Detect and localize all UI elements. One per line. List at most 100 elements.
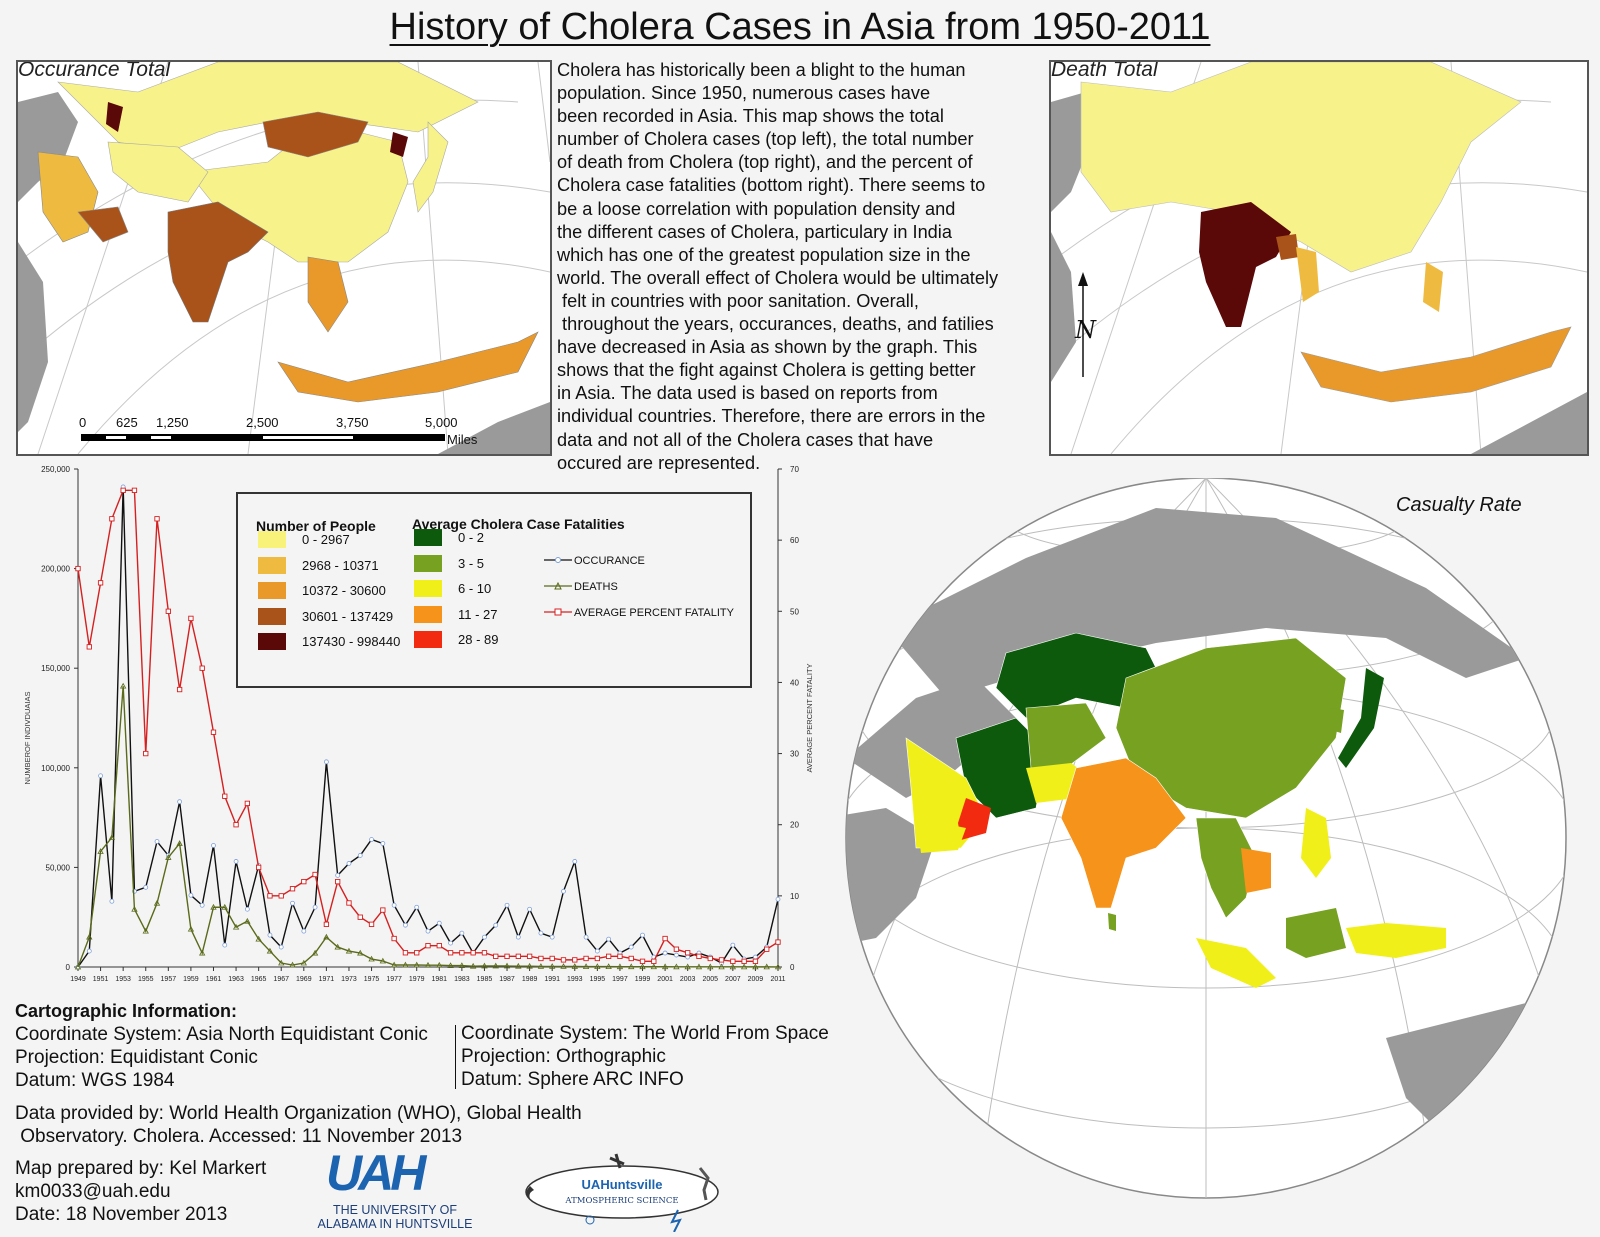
data-point-deaths bbox=[119, 682, 127, 689]
region-sri-lanka bbox=[1108, 913, 1116, 931]
scale-bar-labels: 0 625 1,250 2,500 3,750 5,000 Miles bbox=[79, 415, 478, 447]
legend-series-label: DEATHS bbox=[574, 581, 618, 593]
description-line: shows that the fight against Cholera is … bbox=[557, 360, 976, 381]
uah-logo-text: THE UNIVERSITY OF ALABAMA IN HUNTSVILLE bbox=[300, 1203, 490, 1231]
data-point-occurance bbox=[143, 884, 149, 890]
data-point-deaths bbox=[221, 903, 228, 910]
data-point-deaths bbox=[311, 949, 319, 956]
credit-date: Date: 18 November 2013 bbox=[15, 1204, 228, 1225]
data-point-occurance bbox=[425, 928, 431, 934]
x-tick-label: 1965 bbox=[251, 976, 267, 983]
cartographic-line: Datum: Sphere ARC INFO bbox=[461, 1069, 684, 1090]
description-line: number of Cholera cases (top left), the … bbox=[557, 129, 974, 150]
data-point-occurance bbox=[222, 942, 228, 948]
data-point-deaths bbox=[255, 935, 262, 942]
data-point-deaths bbox=[266, 947, 274, 954]
data-point-deaths bbox=[289, 961, 296, 968]
x-tick-label: 1973 bbox=[341, 976, 357, 983]
uah-logo[interactable]: UAH THE UNIVERSITY OF ALABAMA IN HUNTSVI… bbox=[300, 1147, 490, 1235]
data-point-deaths bbox=[108, 834, 116, 840]
region-philippines bbox=[1301, 808, 1331, 878]
description-line: individual countries. Therefore, there a… bbox=[557, 406, 986, 427]
credits: Map prepared by: Kel Markert km0033@uah.… bbox=[15, 1157, 266, 1226]
atmos-logo-subtitle: ATMOSPHERIC SCIENCE bbox=[564, 1196, 678, 1206]
legend-swatch bbox=[414, 631, 442, 648]
legend-swatch bbox=[258, 607, 286, 625]
region-myanmar bbox=[1296, 247, 1319, 302]
data-point-fatality bbox=[357, 914, 363, 920]
data-point-fatality bbox=[301, 878, 307, 885]
x-tick-label: 1961 bbox=[206, 976, 222, 983]
cartographic-left: Coordinate System: Asia North Equidistan… bbox=[15, 1023, 428, 1092]
data-point-deaths bbox=[481, 962, 488, 969]
data-point-fatality bbox=[605, 953, 612, 959]
data-point-fatality bbox=[335, 878, 341, 885]
data-point-occurance bbox=[335, 872, 341, 878]
data-point-deaths bbox=[469, 962, 477, 969]
x-tick-label: 1989 bbox=[522, 976, 538, 983]
legend-occurance-marker bbox=[555, 557, 561, 563]
scale-bar bbox=[81, 434, 445, 441]
globe-label: Casualty Rate bbox=[1396, 494, 1522, 516]
data-point-fatality bbox=[75, 565, 81, 572]
y2-tick-label: 60 bbox=[790, 536, 799, 545]
description-line: population. Since 1950, numerous cases h… bbox=[557, 83, 931, 104]
data-point-fatality bbox=[97, 580, 104, 586]
data-point-occurance bbox=[154, 839, 160, 844]
data-point-deaths bbox=[153, 899, 161, 906]
x-tick-label: 1963 bbox=[228, 976, 244, 983]
data-point-occurance bbox=[673, 952, 679, 958]
data-point-deaths bbox=[142, 927, 149, 934]
legend-class-label: 0 - 2 bbox=[458, 530, 485, 545]
data-point-occurance bbox=[233, 859, 239, 864]
y-tick-label: 250,000 bbox=[41, 465, 70, 474]
occurrence-map[interactable]: 0 625 1,250 2,500 3,750 5,000 Miles Occu… bbox=[16, 60, 552, 456]
death-map-label: Death Total bbox=[1051, 60, 1158, 81]
data-point-fatality bbox=[538, 955, 544, 962]
data-point-deaths bbox=[345, 947, 353, 954]
data-point-fatality bbox=[594, 955, 601, 962]
region-afghanistan bbox=[77, 206, 129, 243]
data-point-occurance bbox=[730, 942, 736, 948]
data-point-deaths bbox=[436, 961, 443, 968]
data-point-fatality bbox=[707, 955, 713, 962]
data-point-occurance bbox=[199, 902, 205, 908]
x-tick-label: 1987 bbox=[499, 976, 515, 983]
data-point-fatality bbox=[549, 955, 555, 962]
scale-tick-label: 5,000 bbox=[425, 415, 458, 430]
description-line: world. The overall effect of Cholera wou… bbox=[557, 267, 999, 288]
data-point-deaths bbox=[413, 961, 420, 968]
data-point-occurance bbox=[244, 906, 250, 912]
credit-email[interactable]: km0033@uah.edu bbox=[15, 1181, 171, 1202]
land-gray-africa bbox=[1051, 232, 1076, 382]
data-point-deaths bbox=[639, 963, 646, 970]
data-point-fatality bbox=[278, 893, 284, 899]
x-tick-label: 1981 bbox=[432, 976, 448, 983]
data-point-occurance bbox=[98, 773, 103, 779]
region-southeast-asia bbox=[1195, 817, 1257, 919]
data-source-line: Data provided by: World Health Organizat… bbox=[15, 1103, 582, 1124]
data-point-deaths bbox=[616, 963, 624, 970]
x-tick-label: 1971 bbox=[319, 976, 335, 983]
casualty-rate-globe[interactable] bbox=[826, 477, 1586, 1213]
legend-deaths-marker bbox=[554, 581, 562, 590]
tornado-icon bbox=[698, 1167, 710, 1201]
data-point-deaths bbox=[334, 943, 341, 950]
atmospheric-science-logo[interactable]: UAHuntsville ATMOSPHERIC SCIENCE bbox=[520, 1150, 725, 1233]
series-line-deaths bbox=[77, 686, 779, 968]
x-tick-label: 2003 bbox=[680, 976, 696, 983]
data-point-fatality bbox=[165, 608, 171, 614]
data-point-fatality bbox=[244, 800, 251, 807]
y2-tick-label: 30 bbox=[790, 750, 799, 759]
region-indonesia bbox=[1300, 326, 1572, 403]
legend-class-label: 2968 - 10371 bbox=[302, 557, 379, 573]
region-indonesia-east bbox=[1346, 923, 1446, 958]
data-point-occurance bbox=[753, 954, 758, 960]
data-point-deaths bbox=[210, 903, 217, 910]
description-line: which has one of the greatest population… bbox=[557, 244, 971, 265]
land-gray-africa bbox=[18, 242, 48, 432]
death-map[interactable]: N Death Total bbox=[1049, 60, 1589, 456]
region-india bbox=[1199, 202, 1291, 327]
data-point-occurance bbox=[436, 920, 442, 926]
data-point-deaths bbox=[537, 963, 545, 969]
